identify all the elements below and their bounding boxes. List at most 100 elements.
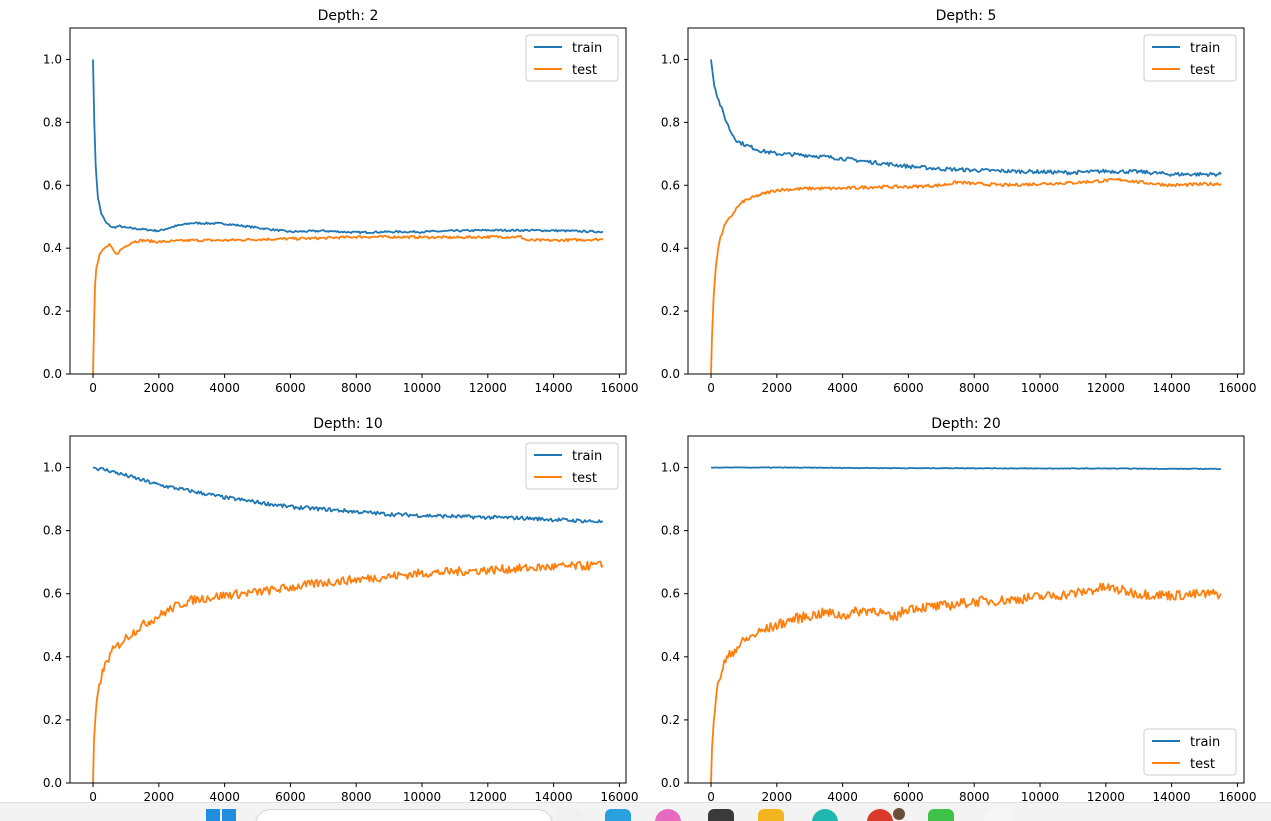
x-tick-label: 10000: [1021, 790, 1059, 802]
file-explorer-icon[interactable]: [557, 809, 583, 821]
x-tick-label: 4000: [827, 790, 858, 802]
x-tick-label: 16000: [1218, 790, 1256, 802]
axes-frame: [687, 27, 1245, 375]
x-tick-label: 6000: [893, 790, 924, 802]
y-tick-label: 0.4: [661, 241, 680, 255]
y-tick-label: 0.0: [661, 367, 680, 381]
taskbar: [0, 802, 1271, 821]
y-tick-label: 0.0: [43, 776, 62, 790]
y-tick-label: 1.0: [43, 52, 62, 66]
x-tick-label: 14000: [1153, 381, 1191, 395]
legend-label-test: test: [572, 471, 597, 486]
x-tick-label: 4000: [209, 790, 240, 802]
store-icon[interactable]: [605, 809, 631, 821]
notification-badge-icon: [893, 808, 905, 820]
x-tick-label: 12000: [469, 790, 507, 802]
terminal-icon[interactable]: [708, 809, 734, 821]
app-icon[interactable]: [985, 809, 1011, 821]
chart-panel: Depth: 5 0 2000 4000 6000 8000 10000 12000 14000…: [661, 8, 1257, 395]
x-tick-label: 6000: [275, 381, 306, 395]
x-tick-label: 2000: [762, 790, 793, 802]
x-tick-label: 0: [707, 381, 715, 395]
chart-title: Depth: 10: [313, 416, 383, 432]
x-tick-label: 10000: [1021, 381, 1059, 395]
y-tick-label: 0.6: [43, 587, 62, 601]
legend-label-test: test: [1190, 757, 1215, 772]
edge-icon[interactable]: [812, 809, 838, 821]
y-tick-label: 0.2: [661, 304, 680, 318]
x-tick-label: 16000: [600, 790, 638, 802]
series-line-test: [710, 582, 1222, 784]
y-tick-label: 0.6: [661, 587, 680, 601]
legend: train test: [1143, 728, 1237, 776]
legend-label-train: train: [572, 41, 602, 56]
y-tick-label: 0.8: [661, 115, 680, 129]
chrome-icon[interactable]: [867, 809, 893, 821]
y-tick-label: 0.2: [43, 713, 62, 727]
x-tick-label: 8000: [959, 790, 990, 802]
x-tick-label: 8000: [341, 790, 372, 802]
y-tick-label: 0.6: [661, 178, 680, 192]
series-line-test: [92, 234, 604, 375]
x-tick-label: 12000: [1087, 381, 1125, 395]
chart-title: Depth: 2: [318, 8, 379, 24]
y-tick-label: 0.0: [43, 367, 62, 381]
folder-icon[interactable]: [758, 809, 784, 821]
y-tick-label: 1.0: [661, 461, 680, 475]
x-tick-label: 0: [89, 790, 97, 802]
figure: Depth: 20 2000 4000 6000 8000 10000 12000 14000…: [43, 8, 1257, 802]
chart-panel: Depth: 20 0 2000 4000 6000 8000 10000 12000 1400…: [661, 416, 1257, 802]
x-tick-label: 12000: [469, 381, 507, 395]
y-tick-label: 0.4: [43, 241, 62, 255]
legend: train test: [525, 442, 619, 490]
series-line-train: [710, 466, 1222, 470]
x-tick-label: 10000: [403, 790, 441, 802]
chart-panel: Depth: 10 0 2000 4000 6000 8000 10000 12000 1400…: [43, 416, 639, 802]
axes-frame: [69, 435, 627, 784]
x-tick-label: 14000: [535, 790, 573, 802]
series-line-train: [92, 59, 604, 235]
messaging-icon[interactable]: [928, 809, 954, 821]
x-tick-label: 10000: [403, 381, 441, 395]
legend-label-test: test: [572, 63, 597, 78]
start-icon[interactable]: [206, 809, 238, 821]
chart-title: Depth: 20: [931, 416, 1001, 432]
legend-label-test: test: [1190, 63, 1215, 78]
chart-title: Depth: 5: [936, 8, 997, 24]
x-tick-label: 16000: [600, 381, 638, 395]
chart-panel: Depth: 2 0 2000 4000 6000 8000 10000 12000 14000…: [43, 8, 639, 395]
search-input[interactable]: [255, 809, 553, 821]
series-line-train: [92, 466, 604, 524]
x-tick-label: 14000: [1153, 790, 1191, 802]
y-tick-label: 0.2: [43, 304, 62, 318]
y-tick-label: 1.0: [661, 52, 680, 66]
x-tick-label: 0: [707, 790, 715, 802]
x-tick-label: 4000: [827, 381, 858, 395]
x-tick-label: 12000: [1087, 790, 1125, 802]
legend-label-train: train: [572, 449, 602, 464]
x-tick-label: 4000: [209, 381, 240, 395]
series-line-test: [92, 560, 604, 784]
y-tick-label: 0.8: [43, 524, 62, 538]
x-tick-label: 2000: [762, 381, 793, 395]
y-tick-label: 0.4: [43, 650, 62, 664]
legend-label-train: train: [1190, 41, 1220, 56]
x-tick-label: 16000: [1218, 381, 1256, 395]
axes-frame: [69, 27, 627, 375]
x-tick-label: 6000: [893, 381, 924, 395]
legend: train test: [525, 34, 619, 82]
x-tick-label: 8000: [341, 381, 372, 395]
series-line-test: [710, 177, 1222, 375]
paint-icon[interactable]: [655, 809, 681, 821]
y-tick-label: 0.6: [43, 178, 62, 192]
x-tick-label: 14000: [535, 381, 573, 395]
x-tick-label: 2000: [144, 790, 175, 802]
legend: train test: [1143, 34, 1237, 82]
y-tick-label: 0.4: [661, 650, 680, 664]
axes-frame: [687, 435, 1245, 784]
y-tick-label: 0.8: [43, 115, 62, 129]
y-tick-label: 0.2: [661, 713, 680, 727]
x-tick-label: 0: [89, 381, 97, 395]
y-tick-label: 0.8: [661, 524, 680, 538]
x-tick-label: 6000: [275, 790, 306, 802]
